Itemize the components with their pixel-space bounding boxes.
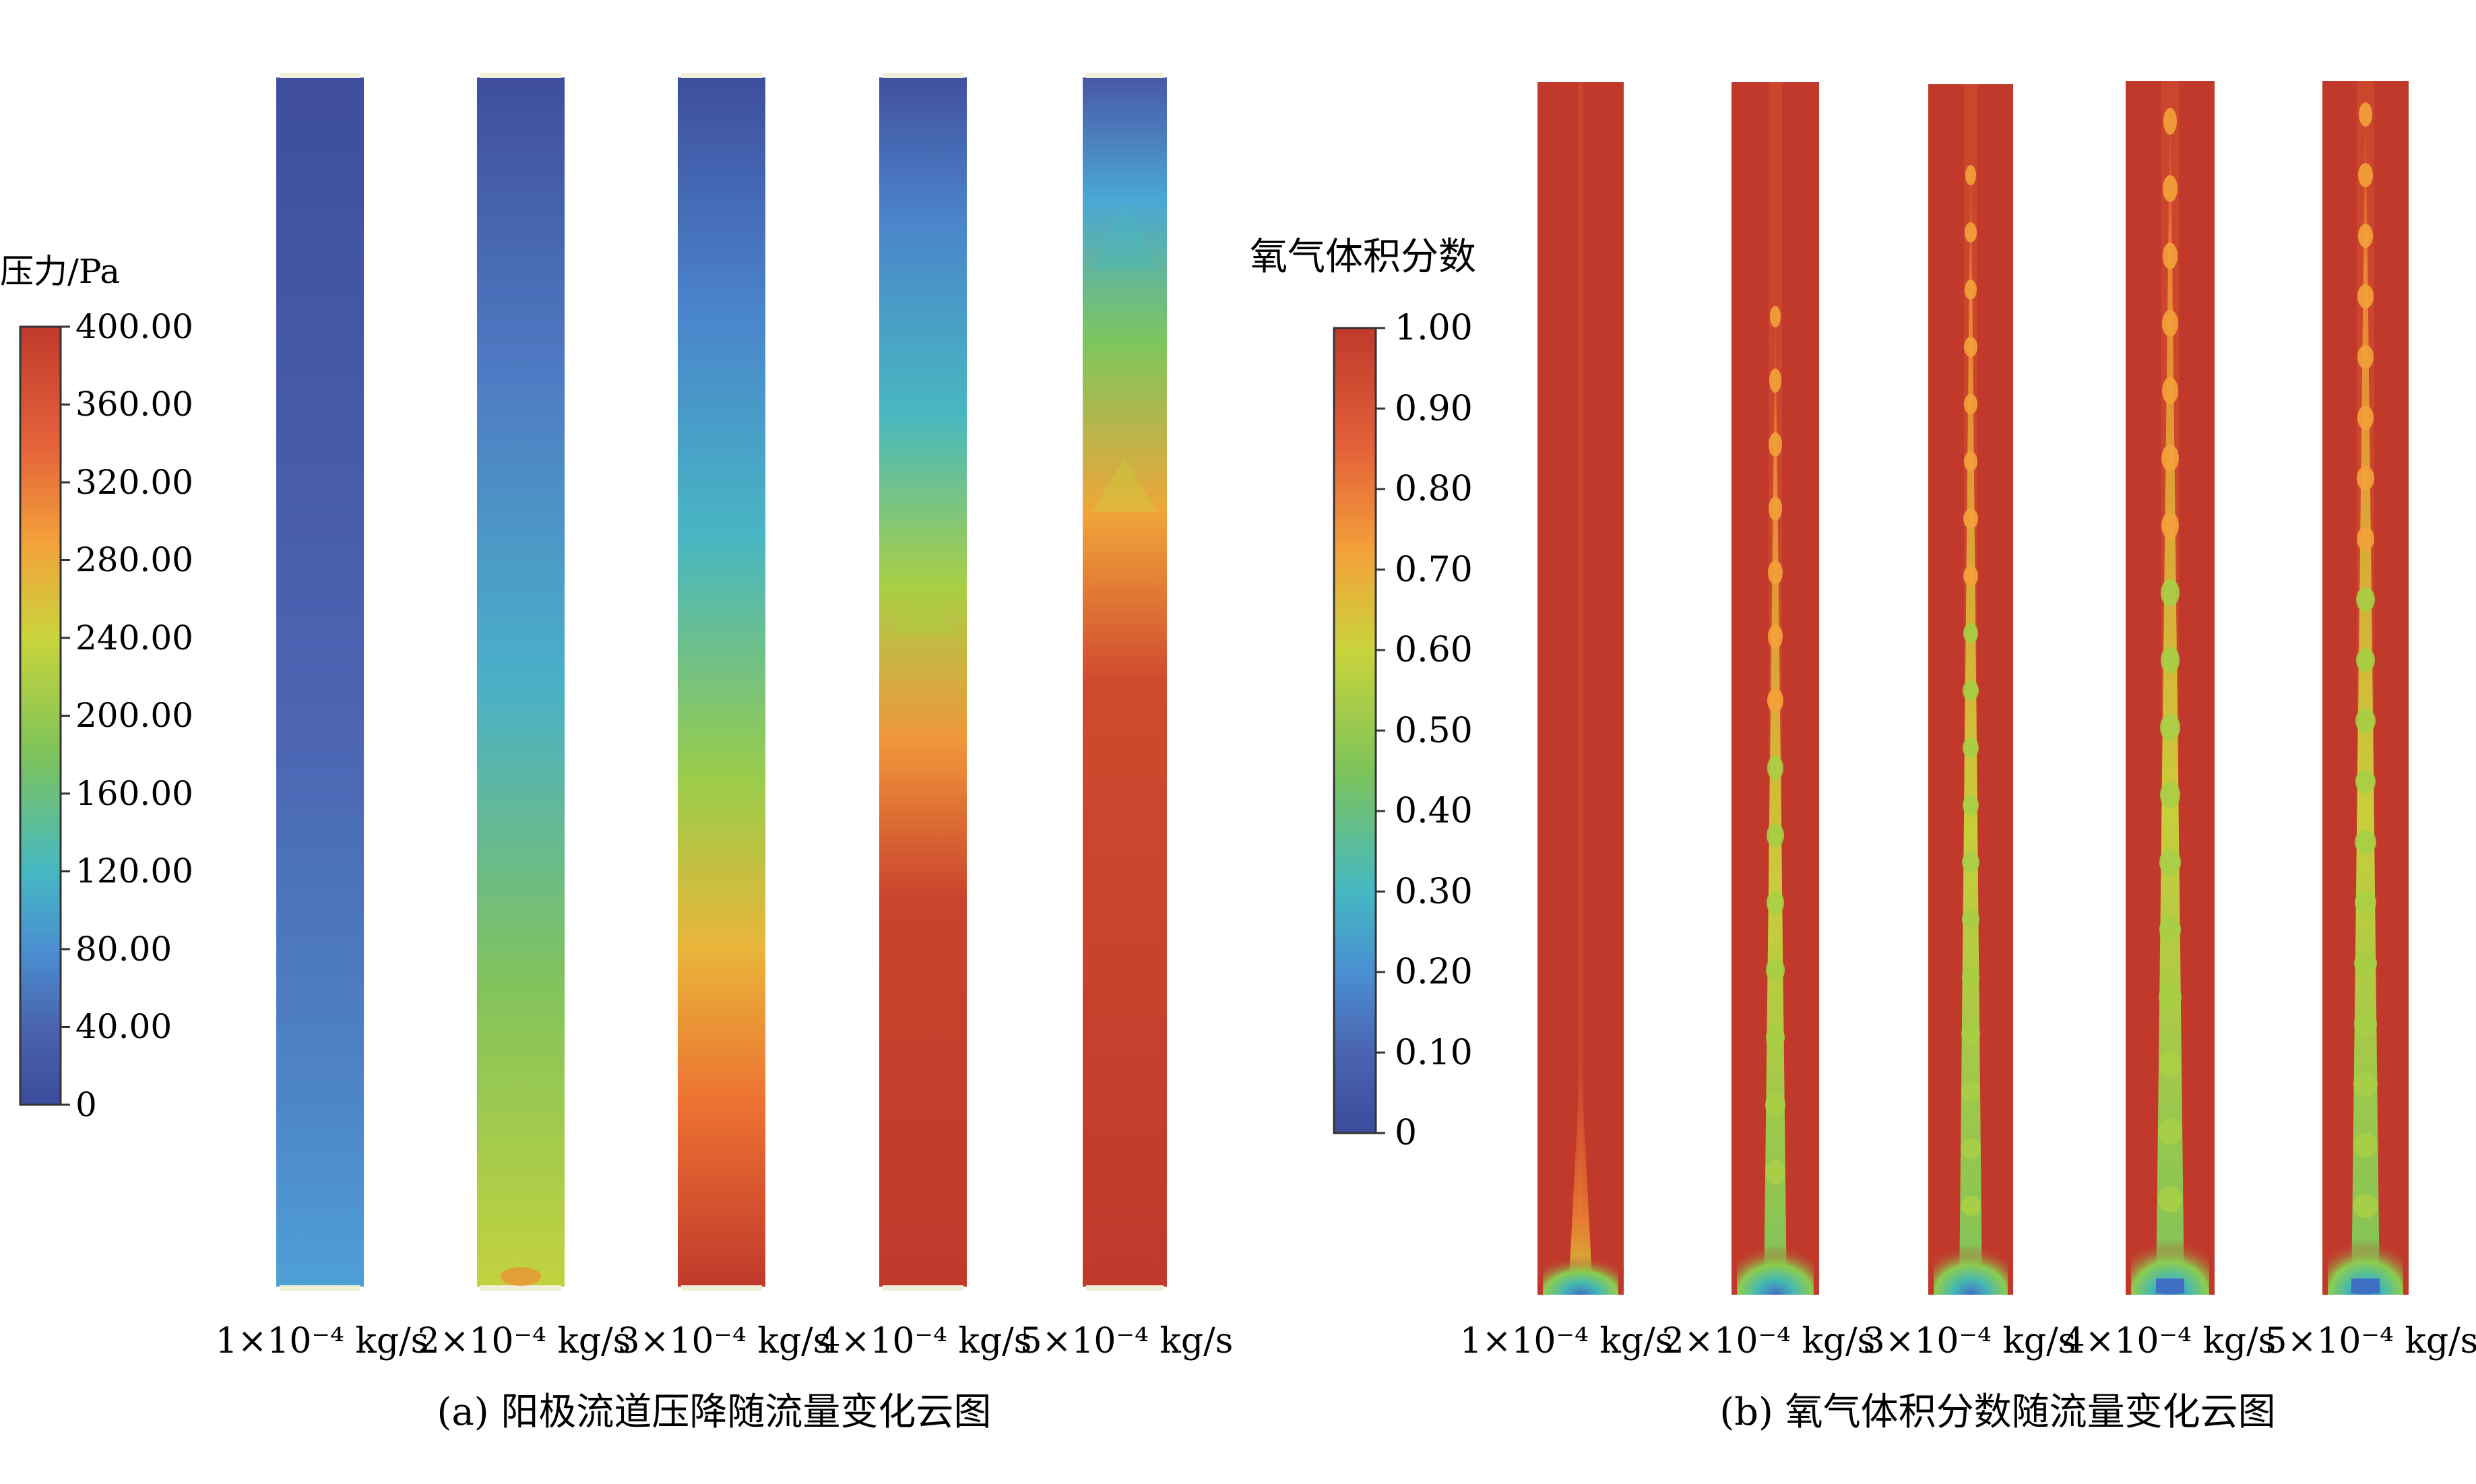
tick-label: 360.00 (75, 385, 193, 424)
tick-label: 120.00 (75, 851, 193, 891)
tick-label: 0.10 (1395, 1033, 1473, 1073)
tick-label: 0.60 (1395, 630, 1473, 670)
tick-label: 0.30 (1395, 872, 1473, 912)
colorbar-b-labels: 1.00 0.90 0.80 0.70 0.60 0.50 0.40 0.30 … (1395, 308, 1473, 1153)
caption-a: (a) 阳极流道压降随流量变化云图 (437, 1390, 992, 1434)
flow-rate-label: 4×10⁻⁴ kg/s (819, 1321, 1032, 1361)
tick-label: 280.00 (75, 540, 193, 579)
tick-label: 0.80 (1395, 469, 1473, 509)
colorbar-b (1333, 327, 1377, 1134)
flow-rate-label: 3×10⁻⁴ kg/s (618, 1321, 831, 1361)
flow-rate-label: 2×10⁻⁴ kg/s (1662, 1321, 1876, 1361)
channel-a-1 (276, 73, 364, 1291)
tick-label: 1.00 (1395, 308, 1473, 348)
tick-label: 400.00 (75, 307, 193, 346)
flow-rate-label: 5×10⁻⁴ kg/s (2265, 1321, 2476, 1361)
channel-labels-a: 1×10⁻⁴ kg/s 2×10⁻⁴ kg/s 3×10⁻⁴ kg/s 4×10… (216, 1321, 1234, 1361)
tick-label: 0 (1395, 1113, 1417, 1153)
tick-label: 40.00 (75, 1007, 172, 1046)
channel-b-2 (1732, 82, 1819, 1295)
caption-b: (b) 氧气体积分数随流量变化云图 (1719, 1390, 2275, 1434)
flow-rate-label: 2×10⁻⁴ kg/s (418, 1321, 631, 1361)
panel-b: 氧气体积分数 1.00 0.90 0.80 0.70 0.60 0.50 0.4… (1250, 81, 2476, 1434)
tick-label: 0 (75, 1085, 97, 1124)
tick-label: 0.70 (1395, 550, 1473, 590)
flow-rate-label: 1×10⁻⁴ kg/s (216, 1321, 429, 1361)
colorbar-a-ticks (61, 325, 70, 1106)
tick-label: 0.50 (1395, 711, 1473, 751)
tick-label: 200.00 (75, 696, 193, 735)
channel-b-5 (2322, 81, 2409, 1295)
channel-b-4 (2126, 81, 2215, 1295)
tick-label: 0.90 (1395, 389, 1473, 429)
flow-rate-label: 5×10⁻⁴ kg/s (1020, 1321, 1234, 1361)
channel-b-1 (1537, 82, 1624, 1295)
flow-rate-label: 4×10⁻⁴ kg/s (2063, 1321, 2277, 1361)
channel-labels-b: 1×10⁻⁴ kg/s 2×10⁻⁴ kg/s 3×10⁻⁴ kg/s 4×10… (1460, 1321, 2476, 1361)
tick-label: 80.00 (75, 930, 172, 969)
channel-a-3 (678, 73, 765, 1291)
tick-label: 0.40 (1395, 791, 1473, 831)
legend-title-a: 压力/Pa (0, 252, 120, 291)
flow-rate-label: 3×10⁻⁴ kg/s (1863, 1321, 2076, 1361)
tick-label: 0.20 (1395, 952, 1473, 992)
channel-a-4 (879, 73, 967, 1291)
panel-a: 压力/Pa 400.00 360.00 320.00 280.00 240.00… (0, 73, 1233, 1434)
colorbar-a-labels: 400.00 360.00 320.00 280.00 240.00 200.0… (75, 307, 193, 1124)
colorbar-a (19, 325, 62, 1106)
channel-a-2 (477, 73, 565, 1291)
tick-label: 240.00 (75, 618, 193, 657)
flow-rate-label: 1×10⁻⁴ kg/s (1460, 1321, 1674, 1361)
tick-label: 160.00 (75, 774, 193, 813)
channel-b-3 (1928, 84, 2013, 1295)
tick-label: 320.00 (75, 463, 193, 502)
channel-a-5 (1083, 73, 1167, 1291)
legend-title-b: 氧气体积分数 (1250, 235, 1476, 279)
colorbar-b-ticks (1376, 327, 1385, 1134)
